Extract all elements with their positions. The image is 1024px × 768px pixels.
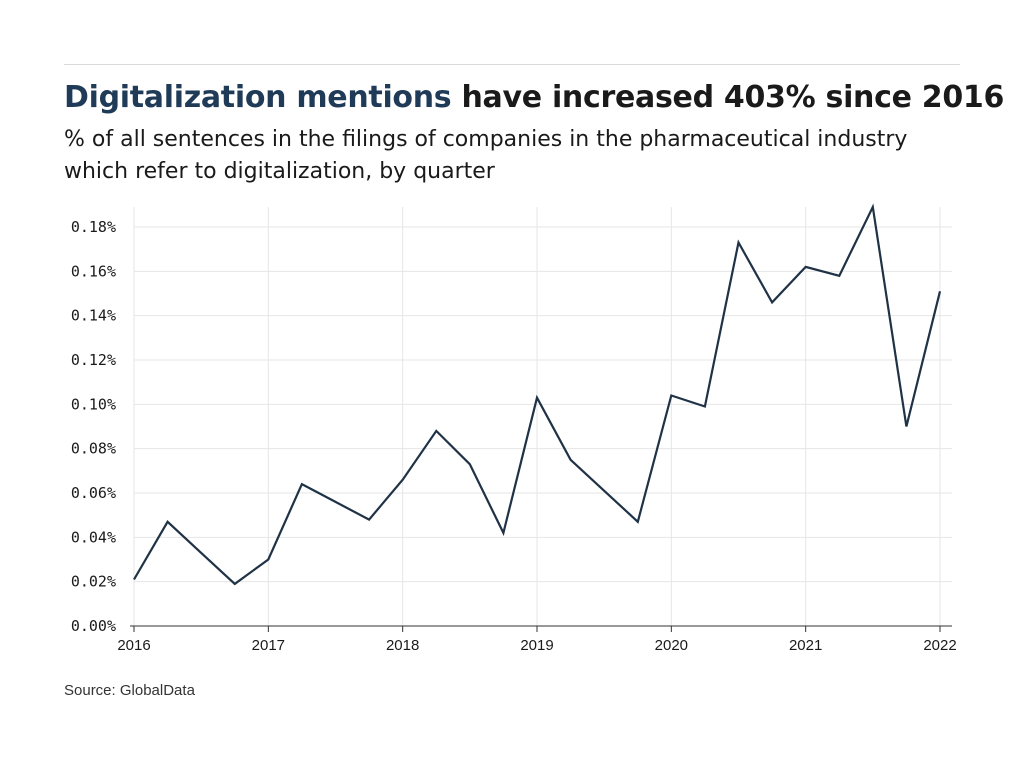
y-tick-label: 0.10%	[71, 395, 116, 413]
title-rest: have increased 403% since 2016	[451, 80, 1005, 115]
source-note: Source: GlobalData	[64, 682, 195, 699]
chart-subtitle: % of all sentences in the filings of com…	[64, 127, 908, 184]
title-highlight: Digitalization mentions	[64, 80, 452, 115]
y-tick-label: 0.14%	[71, 307, 116, 325]
series-layer	[133, 203, 942, 586]
chart-title: Digitalization mentions have increased 4…	[64, 80, 1004, 116]
x-tick-label: 2016	[117, 637, 150, 654]
tick-labels: 0.00% 0.02% 0.04% 0.06% 0.08% 0.10% 0.12% 0.14%…	[71, 218, 957, 654]
y-tick-label: 0.12%	[71, 351, 116, 369]
y-tick-label: 0.18%	[71, 218, 116, 236]
y-tick-label: 0.02%	[71, 573, 116, 591]
series-line	[133, 203, 942, 586]
top-divider	[64, 64, 960, 65]
x-tick-label: 2017	[252, 637, 285, 654]
x-tick-label: 2021	[789, 637, 822, 654]
y-tick-label: 0.06%	[71, 484, 116, 502]
y-tick-label: 0.00%	[71, 617, 116, 635]
x-tick-label: 2019	[520, 637, 553, 654]
x-tick-label: 2018	[386, 637, 419, 654]
grid-layer	[133, 207, 952, 626]
x-tick-label: 2022	[923, 637, 956, 654]
axis-layer	[130, 625, 952, 632]
y-tick-label: 0.16%	[71, 262, 116, 280]
x-tick-label: 2020	[655, 637, 688, 654]
y-tick-label: 0.04%	[71, 528, 116, 546]
y-tick-label: 0.08%	[71, 440, 116, 458]
